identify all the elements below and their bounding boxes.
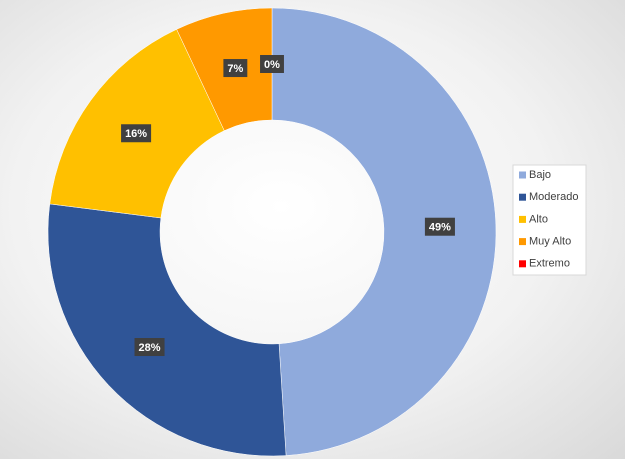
data-label-text: 49% (429, 222, 451, 234)
data-label-text: 16% (125, 128, 147, 140)
legend-swatch (519, 193, 526, 201)
legend-label: Extremo (529, 258, 570, 270)
donut-slice (271, 7, 497, 456)
data-label: 16% (121, 124, 152, 143)
donut-slice (49, 28, 225, 219)
legend-swatch (519, 171, 526, 179)
data-label-text: 7% (227, 63, 243, 75)
legend-label: Moderado (529, 191, 579, 203)
data-label-box (134, 338, 165, 357)
legend-swatch (519, 215, 526, 223)
data-label-box (121, 124, 152, 143)
data-label: 49% (424, 217, 455, 236)
data-label-text: 0% (264, 59, 280, 71)
data-label-text: 28% (139, 342, 161, 354)
legend-label: Bajo (529, 169, 551, 181)
data-label-box (424, 217, 455, 236)
data-label: 28% (134, 338, 165, 357)
legend-swatch (519, 238, 526, 246)
data-label-box (260, 55, 284, 73)
data-label: 0% (260, 55, 284, 73)
data-label-box (223, 59, 248, 78)
legend-swatch (519, 260, 526, 268)
donut-slice (47, 203, 287, 457)
legend-label: Alto (529, 213, 548, 225)
data-label: 7% (223, 59, 248, 78)
legend-label: Muy Alto (529, 236, 571, 248)
